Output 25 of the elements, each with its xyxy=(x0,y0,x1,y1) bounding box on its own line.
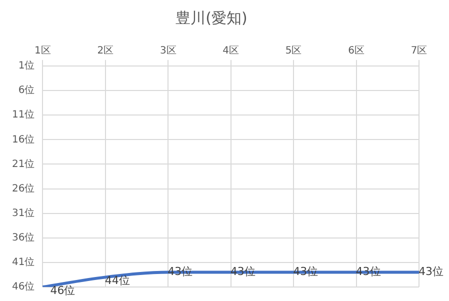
y-tick-label: 36位 xyxy=(12,231,35,244)
x-tick-label: 6区 xyxy=(348,46,364,57)
x-tick-label: 4区 xyxy=(222,46,240,57)
x-tick-label: 1区 xyxy=(34,46,51,57)
y-tick-label: 21位 xyxy=(12,158,35,170)
x-tick-label: 3区 xyxy=(160,46,176,57)
data-label: 44位 xyxy=(104,274,130,288)
data-label: 43位 xyxy=(356,265,381,278)
data-label: 43位 xyxy=(293,265,318,278)
data-label: 43位 xyxy=(418,265,444,278)
y-tick-label: 1位 xyxy=(18,60,35,72)
x-tick-label: 5区 xyxy=(285,46,302,57)
y-tick-label: 26位 xyxy=(12,182,35,194)
data-label: 43位 xyxy=(230,265,256,278)
y-tick-label: 6位 xyxy=(18,84,35,96)
y-tick-label: 46位 xyxy=(12,280,35,293)
chart-title: 豊川(愛知) xyxy=(176,8,248,27)
x-tick-label: 7区 xyxy=(410,46,428,57)
data-label: 46位 xyxy=(50,284,76,297)
y-tick-label: 41位 xyxy=(12,256,35,268)
y-tick-label: 16位 xyxy=(12,133,35,146)
x-tick-label: 2区 xyxy=(97,46,114,57)
y-tick-label: 11位 xyxy=(12,108,35,121)
y-tick-label: 31位 xyxy=(12,206,35,219)
data-label: 43位 xyxy=(168,265,193,278)
